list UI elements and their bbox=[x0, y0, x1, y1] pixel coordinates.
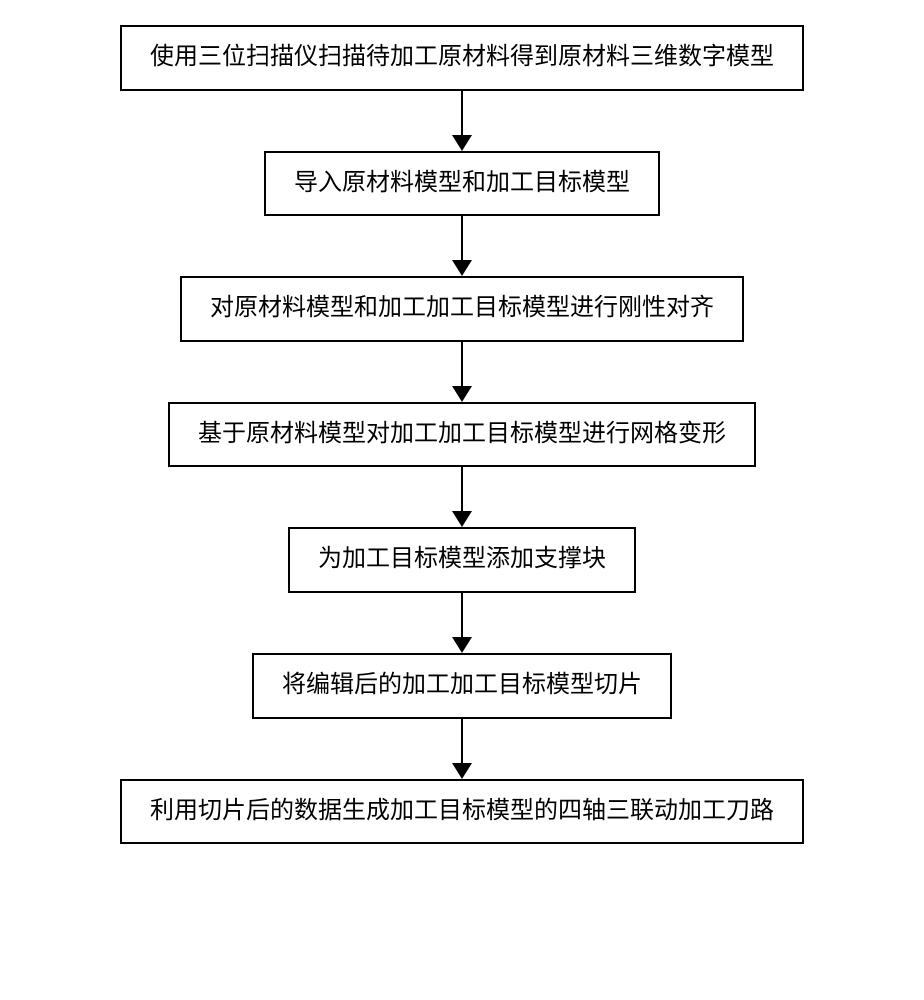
arrow-head-icon bbox=[452, 511, 472, 527]
flowchart-arrow-5 bbox=[452, 593, 472, 653]
flowchart-arrow-1 bbox=[452, 91, 472, 151]
arrow-head-icon bbox=[452, 386, 472, 402]
flowchart-arrow-2 bbox=[452, 216, 472, 276]
flowchart-arrow-6 bbox=[452, 719, 472, 779]
arrow-line bbox=[461, 593, 463, 637]
arrow-line bbox=[461, 719, 463, 763]
flowchart-node-6: 将编辑后的加工加工目标模型切片 bbox=[252, 653, 672, 719]
flowchart-node-1: 使用三位扫描仪扫描待加工原材料得到原材料三维数字模型 bbox=[120, 25, 804, 91]
arrow-line bbox=[461, 467, 463, 511]
flowchart-node-4: 基于原材料模型对加工加工目标模型进行网格变形 bbox=[168, 402, 756, 468]
flowchart-node-7: 利用切片后的数据生成加工目标模型的四轴三联动加工刀路 bbox=[120, 779, 804, 845]
flowchart-node-5: 为加工目标模型添加支撑块 bbox=[288, 527, 636, 593]
arrow-head-icon bbox=[452, 260, 472, 276]
arrow-head-icon bbox=[452, 135, 472, 151]
arrow-head-icon bbox=[452, 763, 472, 779]
flowchart-container: 使用三位扫描仪扫描待加工原材料得到原材料三维数字模型 导入原材料模型和加工目标模… bbox=[0, 0, 924, 844]
arrow-line bbox=[461, 91, 463, 135]
arrow-line bbox=[461, 342, 463, 386]
flowchart-node-3: 对原材料模型和加工加工目标模型进行刚性对齐 bbox=[180, 276, 744, 342]
arrow-head-icon bbox=[452, 637, 472, 653]
flowchart-node-2: 导入原材料模型和加工目标模型 bbox=[264, 151, 660, 217]
flowchart-arrow-3 bbox=[452, 342, 472, 402]
arrow-line bbox=[461, 216, 463, 260]
flowchart-arrow-4 bbox=[452, 467, 472, 527]
